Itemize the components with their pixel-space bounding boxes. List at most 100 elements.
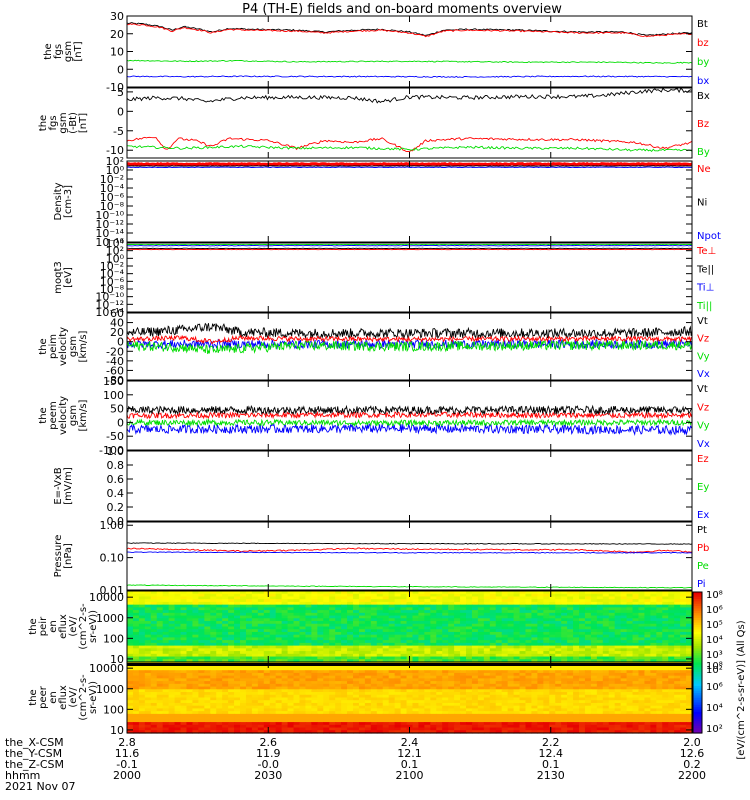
spectrogram-cell <box>525 626 533 630</box>
spectrogram-cell <box>555 689 562 693</box>
spectrogram-cell <box>388 713 396 718</box>
spectrogram-cell <box>358 599 366 603</box>
spectrogram-cell <box>192 697 199 701</box>
spectrogram-cell <box>347 642 354 647</box>
spectrogram-cell <box>424 656 431 660</box>
spectrogram-cell <box>495 640 503 644</box>
spectrogram-cell <box>394 607 402 611</box>
spectrogram-cell <box>584 651 592 655</box>
spectrogram-cell <box>269 686 277 690</box>
spectrogram-cell <box>424 648 431 652</box>
spectrogram-cell <box>275 610 283 614</box>
spectrogram-cell <box>192 651 199 655</box>
spectrogram-cell <box>668 672 675 677</box>
spectrogram-cell <box>501 593 509 598</box>
spectrogram-cell <box>216 651 223 655</box>
spectrogram-cell <box>477 634 485 639</box>
spectrogram-cell <box>222 626 229 630</box>
spectrogram-cell <box>501 664 509 669</box>
spectrogram-cell <box>573 716 580 720</box>
spectrogram-cell <box>448 618 455 622</box>
spectrogram-cell <box>204 612 211 617</box>
series-Bt <box>126 22 693 36</box>
spectrogram-cell <box>281 640 289 644</box>
spectrogram-cell <box>382 692 390 696</box>
spectrogram-cell <box>370 694 378 699</box>
spectrogram-cell <box>602 596 610 600</box>
spectrogram-cell <box>638 716 646 720</box>
y-axis-title-line: gsm <box>68 405 79 426</box>
spectrogram-cell <box>269 689 277 693</box>
spectrogram-cell <box>489 702 497 707</box>
spectrogram-cell <box>501 640 509 644</box>
spectrogram-cell <box>347 631 354 636</box>
spectrogram-cell <box>180 664 188 669</box>
spectrogram-cell <box>353 623 360 628</box>
spectrogram-cell <box>234 667 241 671</box>
legend-Bz: Bz <box>697 119 709 130</box>
spectrogram-cell <box>335 618 342 622</box>
spectrogram-cell <box>680 670 687 674</box>
spectrogram-cell <box>353 642 360 647</box>
spectrogram-cell <box>174 593 182 598</box>
spectrogram-cell <box>240 697 247 701</box>
spectrogram-cell <box>144 716 152 720</box>
spectrogram-cell <box>620 705 628 710</box>
spectrogram-cell <box>388 642 396 647</box>
spectrogram-cell <box>674 659 681 663</box>
y-axis-title-line: [nPa] <box>63 543 74 569</box>
spectrogram-cell <box>335 719 342 723</box>
spectrogram-cell <box>293 670 301 674</box>
spectrogram-cell <box>406 667 414 671</box>
spectrogram-cell <box>269 656 277 660</box>
spectrogram-cell <box>567 678 574 682</box>
spectrogram-cell <box>644 634 651 639</box>
spectrogram-cell <box>174 640 182 644</box>
spectrogram-cell <box>543 604 550 608</box>
spectrogram-cell <box>210 670 217 674</box>
spectrogram-cell <box>466 702 473 707</box>
spectrogram-cell <box>311 681 318 685</box>
spectrogram-cell <box>579 700 586 704</box>
spectrogram-cell <box>525 664 533 669</box>
spectrogram-cell <box>668 640 675 644</box>
spectrogram-cell <box>138 626 146 630</box>
spectrogram-cell <box>329 722 336 726</box>
spectrogram-cell <box>186 659 194 663</box>
spectrogram-cell <box>127 651 134 655</box>
spectrogram-cell <box>555 713 562 718</box>
spectrogram-cell <box>204 711 211 715</box>
spectrogram-cell <box>483 648 491 652</box>
spectrogram-cell <box>228 626 235 630</box>
spectrogram-cell <box>358 621 366 625</box>
spectrogram-cell <box>358 626 366 630</box>
spectrogram-cell <box>257 651 265 655</box>
spectrogram-cell <box>495 642 503 647</box>
spectrogram-cell <box>626 659 634 663</box>
spectrogram-cell <box>305 607 312 611</box>
spectrogram-cell <box>579 621 586 625</box>
spectrogram-cell <box>680 681 687 685</box>
spectrogram-cell <box>364 601 372 606</box>
spectrogram-cell <box>198 689 205 693</box>
legend-Ti: Ti⊥ <box>696 283 714 294</box>
spectrogram-cell <box>579 656 586 660</box>
spectrogram-cell <box>240 716 247 720</box>
spectrogram-cell <box>442 694 449 699</box>
spectrogram-cell <box>251 645 259 649</box>
spectrogram-cell <box>323 678 330 682</box>
spectrogram-cell <box>513 621 521 625</box>
spectrogram-cell <box>293 700 301 704</box>
spectrogram-cell <box>644 615 651 619</box>
spectrogram-cell <box>180 681 188 685</box>
spectrogram-cell <box>138 621 146 625</box>
spectrogram-cell <box>680 596 687 600</box>
y-tick-label: 10⁻¹⁰ <box>95 209 124 222</box>
legend-Ni: Ni <box>697 198 707 209</box>
spectrogram-cell <box>454 653 461 658</box>
spectrogram-cell <box>579 678 586 682</box>
spectrogram-cell <box>650 705 657 710</box>
spectrogram-cell <box>614 683 622 688</box>
spectrogram-cell <box>335 593 342 598</box>
spectrogram-cell <box>489 612 497 617</box>
